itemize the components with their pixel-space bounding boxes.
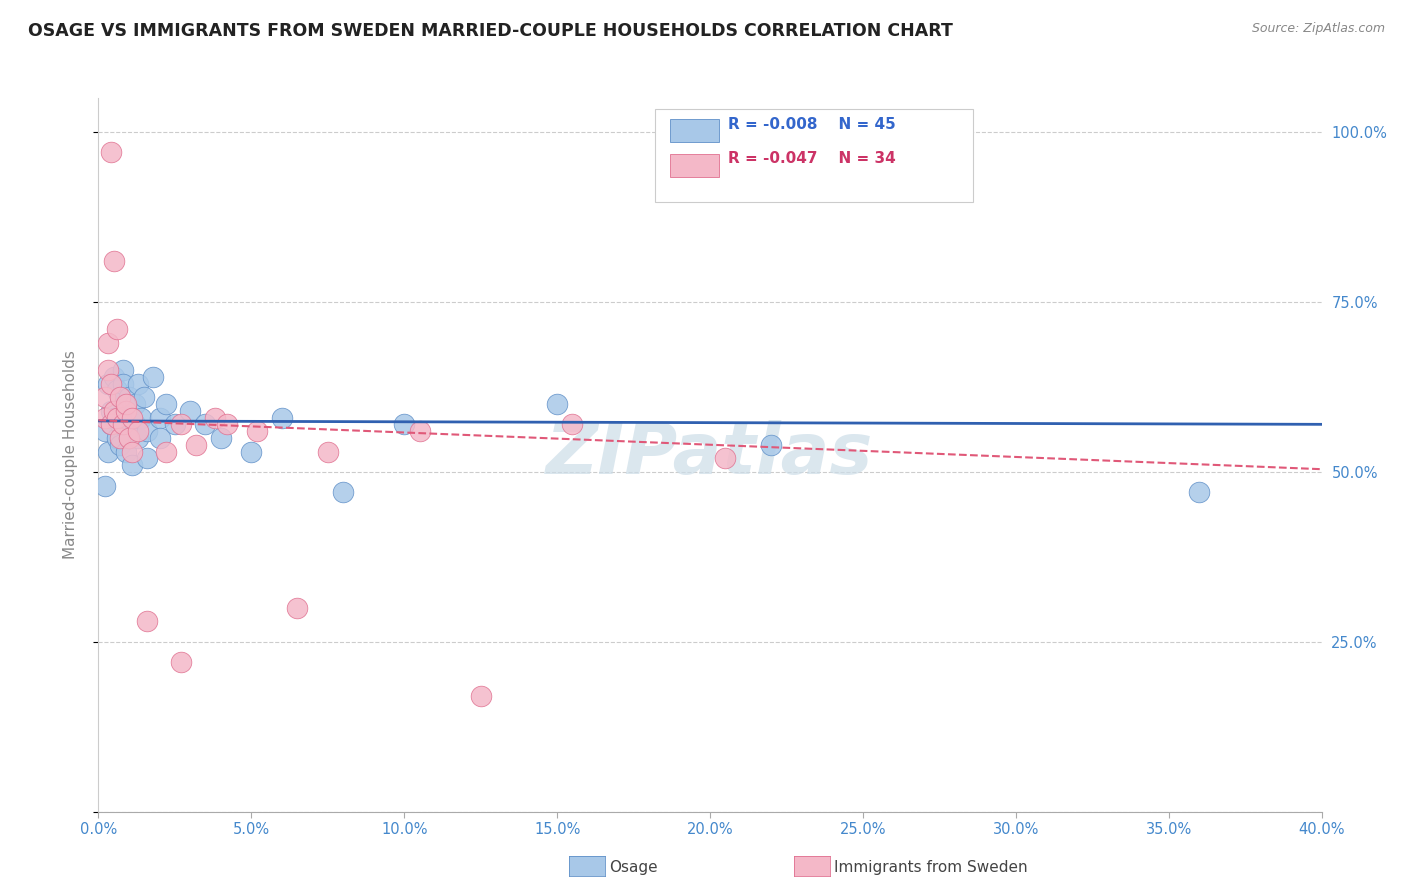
- Point: [115, 403, 138, 417]
- Point: [136, 451, 159, 466]
- Point: [134, 390, 156, 404]
- Point: [105, 431, 128, 445]
- Point: [97, 444, 120, 458]
- Point: [108, 431, 131, 445]
- Point: [316, 444, 339, 458]
- Point: [121, 444, 143, 458]
- Point: [111, 417, 134, 432]
- Point: [93, 390, 115, 404]
- Point: [240, 444, 263, 458]
- Point: [115, 397, 138, 411]
- Point: [170, 655, 193, 669]
- Text: Source: ZipAtlas.com: Source: ZipAtlas.com: [1251, 22, 1385, 36]
- Point: [127, 376, 149, 391]
- Text: R = -0.047    N = 34: R = -0.047 N = 34: [728, 152, 896, 166]
- Point: [100, 417, 122, 432]
- Point: [209, 431, 232, 445]
- Point: [170, 417, 193, 432]
- Point: [118, 431, 141, 445]
- Point: [103, 254, 125, 268]
- Point: [204, 410, 226, 425]
- Point: [103, 403, 125, 417]
- Point: [124, 417, 146, 432]
- Text: Osage: Osage: [609, 860, 658, 874]
- Point: [93, 478, 115, 492]
- Text: R = -0.008    N = 45: R = -0.008 N = 45: [728, 117, 896, 132]
- Text: OSAGE VS IMMIGRANTS FROM SWEDEN MARRIED-COUPLE HOUSEHOLDS CORRELATION CHART: OSAGE VS IMMIGRANTS FROM SWEDEN MARRIED-…: [28, 22, 953, 40]
- Point: [121, 417, 143, 432]
- Point: [546, 397, 568, 411]
- Point: [714, 451, 737, 466]
- Point: [108, 390, 131, 404]
- Point: [392, 417, 416, 432]
- FancyBboxPatch shape: [669, 153, 718, 178]
- Point: [129, 410, 152, 425]
- Point: [93, 424, 115, 438]
- Point: [186, 438, 208, 452]
- Point: [111, 417, 134, 432]
- Point: [103, 369, 125, 384]
- Point: [124, 397, 146, 411]
- Point: [97, 363, 120, 377]
- Point: [285, 600, 308, 615]
- Point: [136, 424, 159, 438]
- Point: [332, 485, 354, 500]
- Text: ZIPatlas: ZIPatlas: [547, 420, 873, 490]
- Point: [108, 417, 131, 432]
- Point: [111, 363, 134, 377]
- Y-axis label: Married-couple Households: Married-couple Households: [63, 351, 77, 559]
- Point: [105, 384, 128, 398]
- Point: [115, 403, 138, 417]
- Point: [97, 335, 120, 350]
- Point: [759, 438, 782, 452]
- Point: [215, 417, 238, 432]
- Point: [127, 431, 149, 445]
- Point: [142, 369, 165, 384]
- Point: [155, 397, 177, 411]
- Point: [561, 417, 583, 432]
- Point: [100, 403, 122, 417]
- Point: [118, 431, 141, 445]
- Point: [149, 431, 172, 445]
- Point: [470, 689, 492, 703]
- Point: [408, 424, 430, 438]
- Point: [246, 424, 269, 438]
- Point: [121, 410, 143, 425]
- Point: [115, 444, 138, 458]
- Point: [149, 410, 172, 425]
- Point: [108, 390, 131, 404]
- Point: [100, 145, 122, 160]
- Point: [270, 410, 292, 425]
- Point: [93, 410, 115, 425]
- Point: [100, 376, 122, 391]
- Point: [194, 417, 217, 432]
- Point: [136, 615, 159, 629]
- Point: [108, 438, 131, 452]
- Point: [105, 410, 128, 425]
- Point: [1188, 485, 1211, 500]
- Point: [121, 458, 143, 472]
- Point: [105, 322, 128, 336]
- Point: [127, 424, 149, 438]
- FancyBboxPatch shape: [669, 119, 718, 143]
- Point: [111, 376, 134, 391]
- Point: [103, 410, 125, 425]
- Point: [118, 390, 141, 404]
- Point: [97, 376, 120, 391]
- Text: Immigrants from Sweden: Immigrants from Sweden: [834, 860, 1028, 874]
- Point: [163, 417, 186, 432]
- FancyBboxPatch shape: [655, 109, 973, 202]
- Point: [155, 444, 177, 458]
- Point: [100, 417, 122, 432]
- Point: [179, 403, 201, 417]
